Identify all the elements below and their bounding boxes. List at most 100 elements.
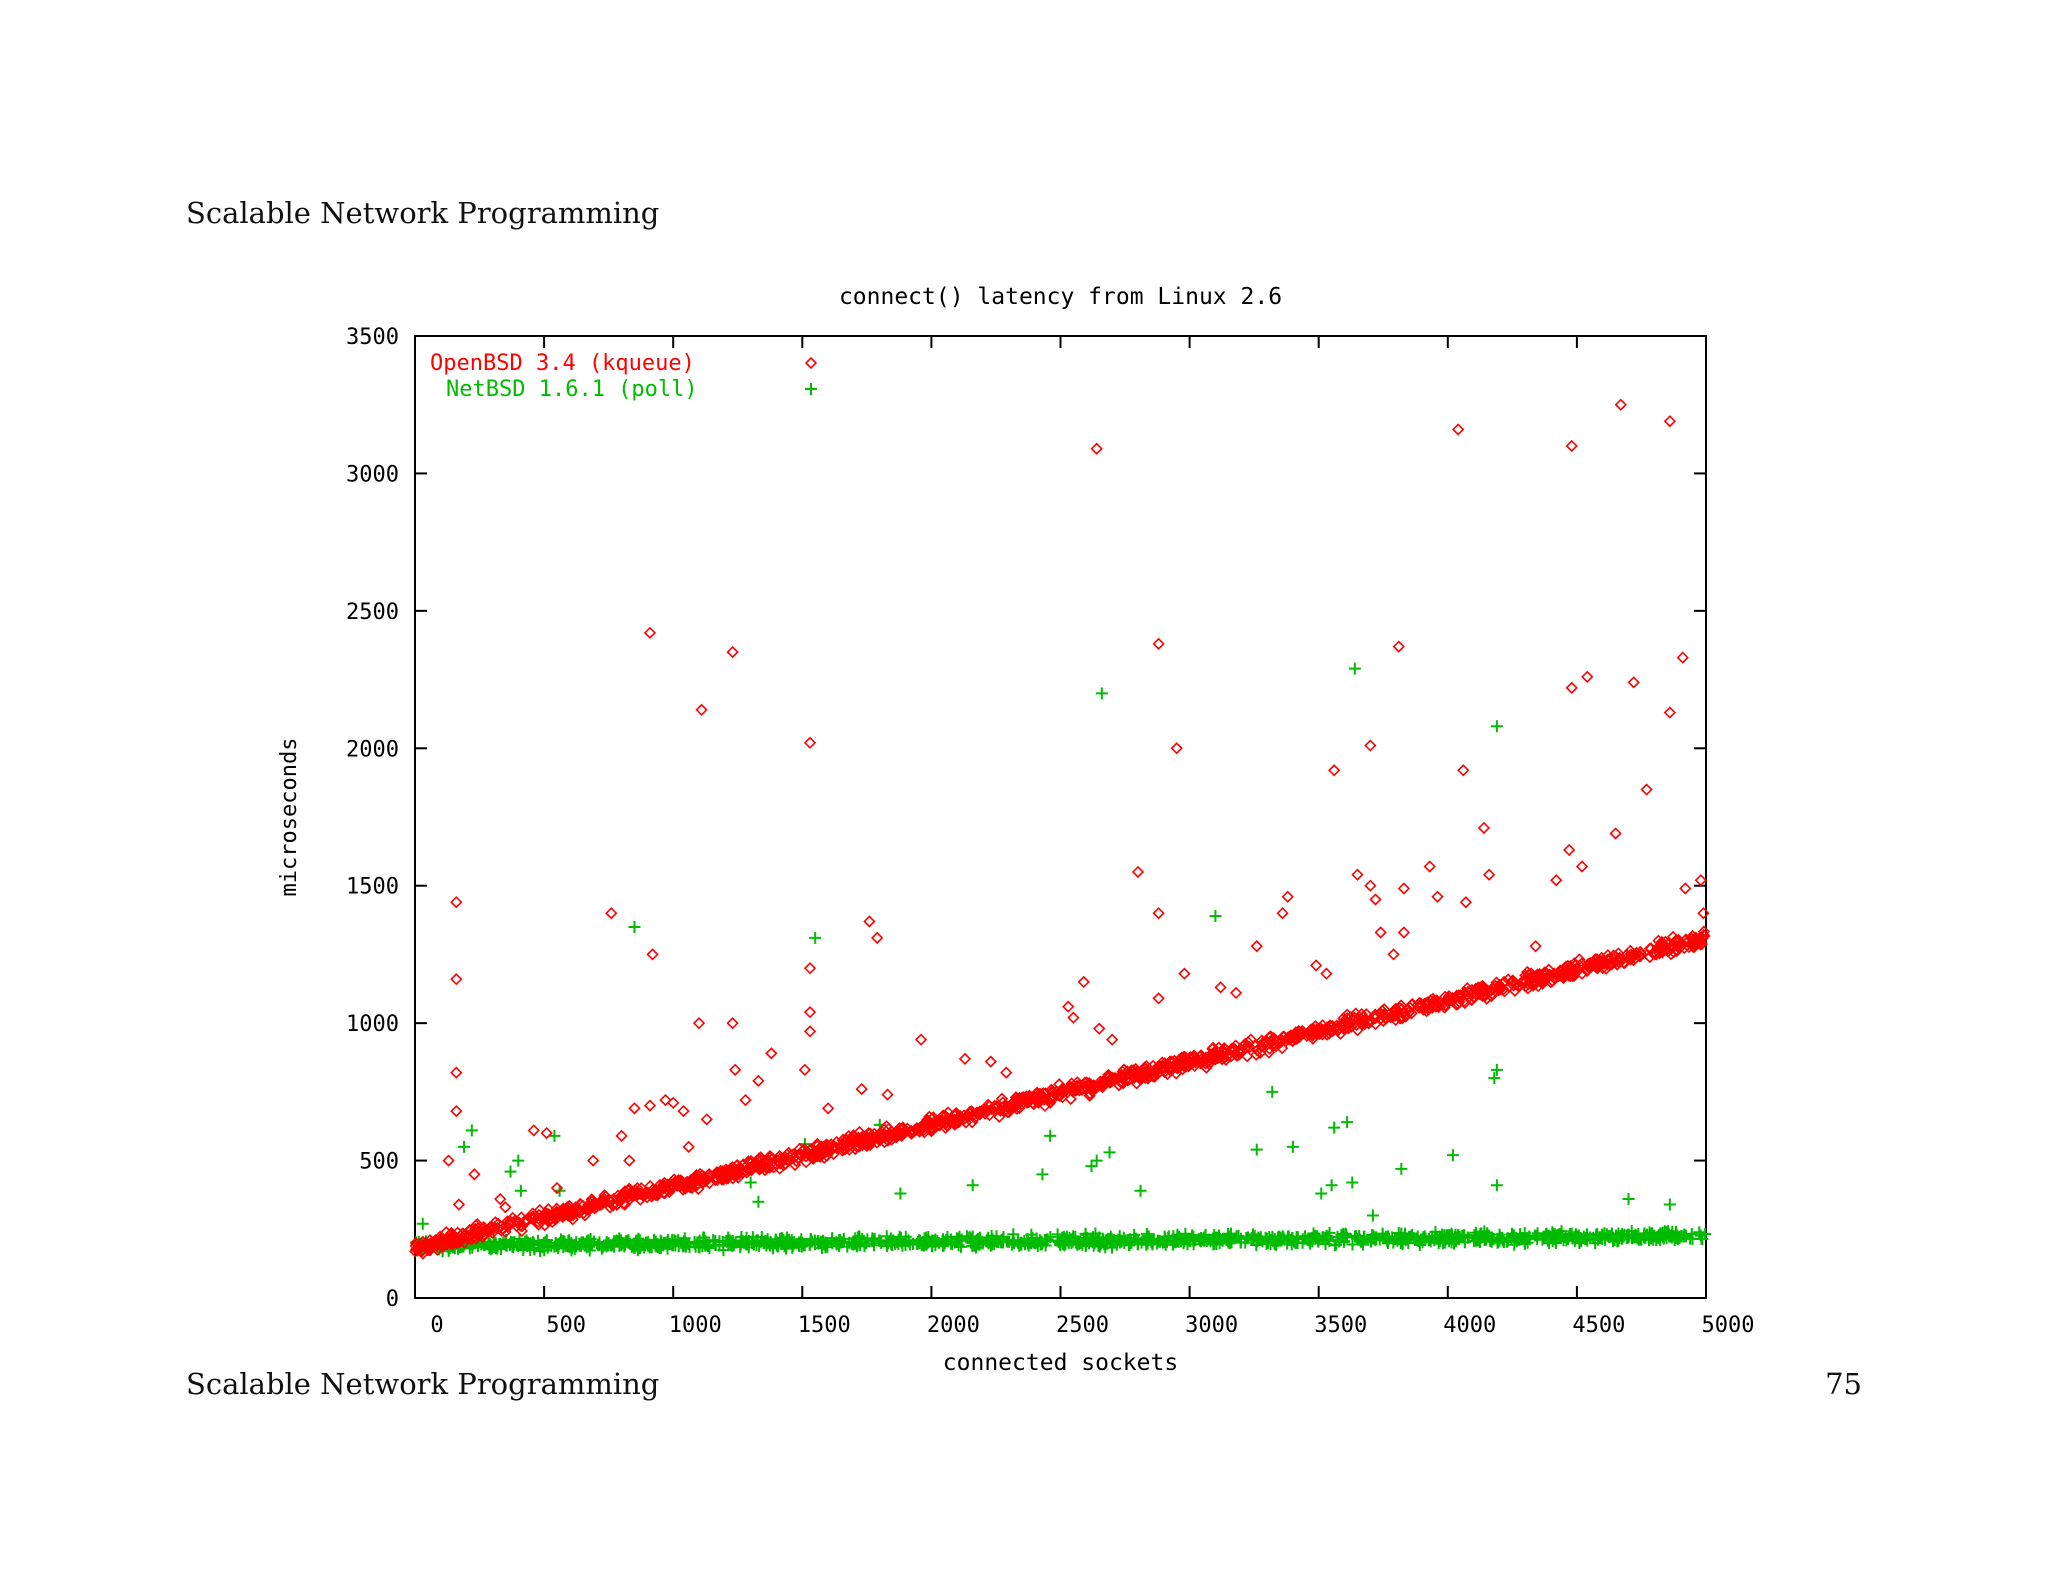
data-point	[1603, 952, 1616, 965]
data-point	[1229, 1047, 1242, 1060]
data-point	[1131, 865, 1145, 879]
data-point	[798, 1063, 812, 1077]
data-point	[1397, 882, 1411, 895]
data-point	[1470, 984, 1483, 998]
data-point	[1251, 1044, 1264, 1057]
data-point	[1341, 1016, 1354, 1029]
data-point	[615, 1129, 628, 1142]
data-point	[837, 1133, 850, 1146]
data-point	[1451, 423, 1465, 436]
x-tick-label: 4500	[1572, 1313, 1625, 1338]
data-point	[1431, 890, 1444, 903]
data-point	[450, 896, 463, 909]
data-point	[1446, 1149, 1459, 1162]
data-point	[1406, 998, 1419, 1011]
data-point	[634, 1187, 647, 1201]
data-point	[1313, 1233, 1326, 1246]
data-point	[1309, 959, 1323, 972]
data-point	[778, 1238, 791, 1251]
data-point	[914, 1033, 928, 1046]
data-point	[1131, 1238, 1144, 1251]
data-point	[1609, 827, 1622, 840]
data-point	[605, 907, 618, 920]
data-point	[752, 1074, 765, 1087]
data-point	[804, 356, 818, 370]
data-point	[945, 1233, 958, 1246]
data-point	[643, 1099, 657, 1112]
data-point	[692, 1017, 706, 1030]
data-point	[515, 1220, 529, 1233]
series-netbsd	[410, 662, 1712, 1258]
data-point	[976, 1105, 990, 1118]
data-point	[1078, 1076, 1092, 1089]
data-point	[540, 1126, 553, 1140]
data-point	[1459, 896, 1473, 909]
data-point	[1310, 1230, 1323, 1243]
data-point	[1028, 1093, 1041, 1106]
data-point	[757, 1160, 770, 1173]
data-point	[597, 1239, 610, 1252]
data-point	[608, 1240, 621, 1253]
data-point	[450, 1066, 463, 1079]
data-point	[1250, 940, 1263, 953]
data-point	[689, 1240, 702, 1253]
data-point	[1002, 1102, 1016, 1116]
data-point	[803, 1006, 817, 1019]
data-point	[1351, 868, 1364, 881]
data-point	[803, 736, 817, 749]
data-point	[993, 1110, 1006, 1124]
data-point	[1038, 1099, 1052, 1113]
legend-label: NetBSD 1.6.1 (poll)	[446, 377, 698, 402]
data-point	[1243, 1040, 1256, 1054]
data-point	[722, 1171, 735, 1185]
data-point	[1529, 940, 1542, 953]
data-point	[792, 1239, 805, 1252]
data-point	[676, 1240, 689, 1253]
data-point	[581, 1203, 594, 1216]
data-point	[520, 1235, 533, 1248]
data-point	[1397, 926, 1411, 939]
data-point	[1389, 1013, 1402, 1027]
data-point	[1593, 954, 1607, 967]
data-point	[1609, 1229, 1622, 1242]
data-point	[729, 1063, 742, 1077]
data-point	[1291, 1231, 1304, 1244]
data-point	[499, 1236, 512, 1249]
data-point	[1451, 1231, 1464, 1244]
data-point	[1090, 442, 1103, 455]
data-point	[499, 1201, 512, 1214]
data-point	[1563, 843, 1576, 857]
data-point	[1640, 783, 1653, 796]
data-point	[939, 1121, 952, 1135]
data-point	[926, 1240, 939, 1253]
data-point	[739, 1093, 752, 1107]
data-point	[550, 1181, 564, 1195]
data-point	[1397, 1006, 1410, 1019]
data-point	[1443, 1229, 1456, 1242]
data-point	[1170, 742, 1183, 755]
data-point	[1622, 1193, 1635, 1206]
data-point	[1678, 941, 1691, 955]
data-point	[1135, 1066, 1149, 1080]
data-point	[1212, 1041, 1225, 1054]
data-point	[896, 1239, 909, 1252]
data-point	[966, 1179, 979, 1192]
data-point	[980, 1234, 993, 1247]
data-point	[966, 1116, 979, 1129]
page-footer: Scalable Network Programming	[186, 1367, 660, 1401]
data-point	[1229, 986, 1243, 1000]
data-point	[1485, 1231, 1498, 1244]
data-point	[1513, 979, 1527, 992]
data-point	[646, 948, 659, 961]
data-point	[1546, 1235, 1559, 1248]
data-point	[1450, 989, 1463, 1002]
data-point	[881, 1088, 894, 1101]
data-point	[860, 1237, 873, 1250]
data-point	[757, 1155, 770, 1168]
data-point	[1067, 1011, 1080, 1024]
data-point	[1690, 938, 1703, 951]
data-point	[873, 1234, 886, 1247]
data-point	[1276, 1042, 1289, 1055]
data-points	[409, 398, 1712, 1260]
data-point	[469, 1219, 483, 1232]
